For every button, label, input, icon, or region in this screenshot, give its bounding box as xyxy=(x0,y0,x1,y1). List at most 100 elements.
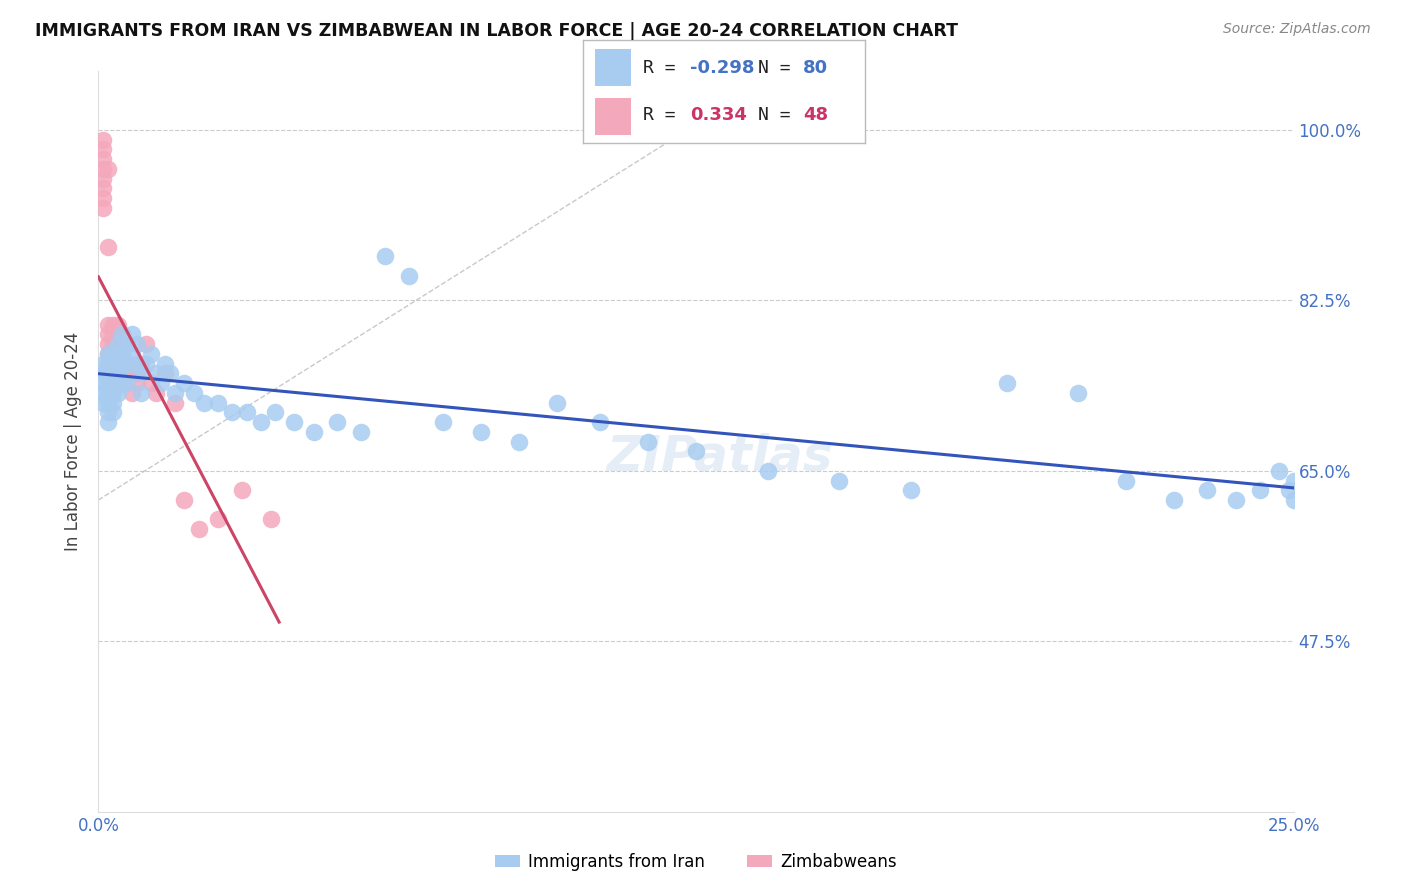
Point xyxy=(546,395,568,409)
Text: Source: ZipAtlas.com: Source: ZipAtlas.com xyxy=(1223,22,1371,37)
Point xyxy=(97,357,120,371)
Point xyxy=(115,357,138,371)
Point xyxy=(149,376,172,390)
Point xyxy=(107,347,129,361)
Point xyxy=(91,357,114,371)
Point xyxy=(101,367,124,381)
Point xyxy=(101,395,124,409)
Point xyxy=(163,385,186,400)
Text: R =: R = xyxy=(643,59,686,77)
Point xyxy=(97,385,120,400)
Point xyxy=(187,522,209,536)
Point xyxy=(97,347,120,361)
Point xyxy=(637,434,659,449)
Point xyxy=(91,171,114,186)
Point xyxy=(125,357,148,371)
Point xyxy=(398,268,420,283)
Point xyxy=(101,367,124,381)
Point xyxy=(107,385,129,400)
Point xyxy=(101,347,124,361)
Point xyxy=(97,367,120,381)
Point xyxy=(91,376,114,390)
Point xyxy=(756,464,779,478)
Text: IMMIGRANTS FROM IRAN VS ZIMBABWEAN IN LABOR FORCE | AGE 20-24 CORRELATION CHART: IMMIGRANTS FROM IRAN VS ZIMBABWEAN IN LA… xyxy=(35,22,957,40)
Bar xyxy=(595,97,631,135)
Point xyxy=(107,367,129,381)
Point xyxy=(995,376,1018,390)
Point xyxy=(283,415,305,429)
Point xyxy=(107,337,129,351)
Point xyxy=(302,425,325,439)
Point xyxy=(101,347,124,361)
Point xyxy=(155,357,177,371)
Point xyxy=(91,161,114,176)
Point xyxy=(91,367,114,381)
Point xyxy=(589,415,612,429)
Point xyxy=(97,405,120,419)
Point xyxy=(97,240,120,254)
Text: 80: 80 xyxy=(803,59,828,77)
Point xyxy=(101,385,124,400)
Y-axis label: In Labor Force | Age 20-24: In Labor Force | Age 20-24 xyxy=(65,332,83,551)
Point xyxy=(173,493,195,508)
Point xyxy=(432,415,454,429)
Point xyxy=(508,434,530,449)
Point xyxy=(121,347,143,361)
Point xyxy=(91,395,114,409)
Point xyxy=(121,327,143,342)
Point xyxy=(125,367,148,381)
Point xyxy=(107,357,129,371)
Point xyxy=(91,181,114,195)
Point xyxy=(91,201,114,215)
Point xyxy=(101,357,124,371)
Point xyxy=(115,376,138,390)
Point xyxy=(101,376,124,390)
Text: 0.334: 0.334 xyxy=(690,106,747,124)
Point xyxy=(101,337,124,351)
Point xyxy=(111,357,134,371)
Text: R =: R = xyxy=(643,106,686,124)
Point xyxy=(131,367,153,381)
Point xyxy=(131,385,153,400)
Point xyxy=(125,337,148,351)
Point xyxy=(470,425,492,439)
Point xyxy=(97,376,120,390)
Point xyxy=(1268,464,1291,478)
Point xyxy=(135,357,157,371)
Point xyxy=(1163,493,1185,508)
Point xyxy=(111,376,134,390)
Point xyxy=(111,327,134,342)
Point xyxy=(115,357,138,371)
Point xyxy=(111,347,134,361)
Point xyxy=(97,357,120,371)
Point xyxy=(101,357,124,371)
Point xyxy=(115,337,138,351)
Point xyxy=(326,415,349,429)
Point xyxy=(1197,483,1219,498)
Point xyxy=(183,385,205,400)
Point xyxy=(97,367,120,381)
Text: N =: N = xyxy=(758,59,801,77)
Point xyxy=(125,376,148,390)
Point xyxy=(107,367,129,381)
Point xyxy=(131,357,153,371)
Text: ZIPatlas: ZIPatlas xyxy=(606,433,834,481)
Point xyxy=(231,483,253,498)
Point xyxy=(107,347,129,361)
Point xyxy=(121,385,143,400)
Point xyxy=(101,376,124,390)
Legend: Immigrants from Iran, Zimbabweans: Immigrants from Iran, Zimbabweans xyxy=(488,847,904,878)
Point xyxy=(1282,493,1305,508)
Point xyxy=(193,395,215,409)
Point xyxy=(97,318,120,332)
Point xyxy=(91,132,114,146)
Point xyxy=(374,250,396,264)
Point xyxy=(1282,474,1305,488)
Point xyxy=(139,347,162,361)
Point xyxy=(91,385,114,400)
Point xyxy=(101,327,124,342)
Point xyxy=(1115,474,1137,488)
Point xyxy=(101,318,124,332)
Point xyxy=(111,327,134,342)
Point xyxy=(145,367,167,381)
